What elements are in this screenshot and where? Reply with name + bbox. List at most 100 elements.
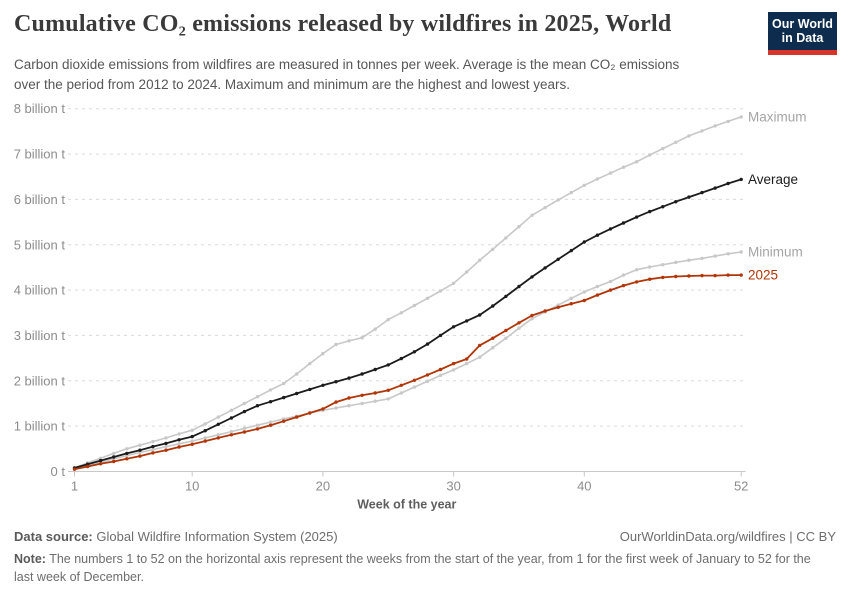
data-point [465,361,469,366]
series-minimum[interactable]: Minimum [72,245,803,471]
data-point [190,442,194,446]
data-point [451,361,456,366]
data-point [177,442,181,446]
data-point [242,409,247,414]
data-point [478,313,482,317]
data-source-label: Data source: [14,529,93,544]
data-point [360,393,364,397]
data-point [386,388,390,392]
data-point [595,233,600,237]
data-point [347,339,351,343]
data-point [308,361,312,366]
series-line-minimum[interactable] [74,251,742,470]
y-tick-label: 3 billion t [14,328,66,343]
data-point [582,290,586,294]
data-point [608,288,613,292]
data-point [569,302,573,306]
data-point [739,250,743,254]
data-point [661,146,665,151]
data-point [229,408,234,412]
data-point [582,298,586,303]
data-point [465,319,469,323]
data-point [478,355,482,359]
data-point [634,280,639,284]
owid-logo[interactable]: Our World in Data [768,12,837,55]
owid-logo-text: Our World in Data [772,17,833,46]
data-point [700,190,704,195]
data-point [621,221,626,225]
y-tick-label: 1 billion t [14,419,66,434]
data-point [242,426,247,431]
data-point [164,436,168,440]
data-source-value: Global Wildfire Information System (2025… [96,529,338,544]
data-point [216,422,220,426]
data-point [674,140,678,144]
data-point [295,372,299,376]
data-point [268,388,273,392]
data-point [451,368,456,372]
data-point [713,124,717,128]
data-point [229,429,234,434]
series-2025[interactable]: 2025 [72,268,778,471]
data-point [556,305,560,309]
data-point [595,284,600,289]
data-point [98,458,103,463]
data-point [648,265,652,269]
data-point [491,336,495,340]
series-label-average[interactable]: Average [748,172,798,187]
series-label-2025[interactable]: 2025 [748,268,778,283]
data-point [360,336,364,340]
data-point [282,395,286,400]
data-point [334,342,338,347]
data-point [425,373,430,377]
data-point [504,236,508,240]
attribution-link[interactable]: OurWorldinData.org/wildfires | CC BY [619,529,836,544]
data-point [504,294,508,299]
data-point [713,254,717,258]
data-point [321,383,325,387]
series-line-2025[interactable] [74,274,742,471]
series-average[interactable]: Average [72,172,798,470]
data-point [190,439,194,443]
data-point [125,451,129,456]
series-label-minimum[interactable]: Minimum [748,245,803,260]
data-point [216,433,220,437]
data-point [373,327,377,331]
data-point [621,273,626,277]
data-point [608,279,613,284]
series-line-maximum[interactable] [74,116,742,469]
data-point [373,399,377,403]
data-point [151,448,155,452]
data-point [661,205,665,209]
data-point [465,270,469,274]
data-point [661,275,665,280]
data-point [308,387,312,392]
data-point [255,427,260,431]
data-point [465,357,469,361]
data-point [726,252,730,256]
x-tick-label: 30 [446,479,460,494]
data-point [713,273,717,278]
series-line-average[interactable] [74,178,742,469]
data-point [138,443,142,447]
data-point [451,281,456,285]
data-point [569,190,573,195]
data-point [334,406,338,410]
series-maximum[interactable]: Maximum [72,109,807,470]
data-point [478,343,482,348]
data-point [177,438,181,442]
data-point [229,416,234,420]
data-point [138,454,142,458]
data-point [321,351,325,356]
series-label-maximum[interactable]: Maximum [748,109,807,124]
data-point [517,284,521,289]
data-point [268,400,273,404]
data-point [85,464,90,469]
data-point [295,415,299,419]
data-point [229,433,234,437]
data-point [268,420,273,424]
data-point [425,379,430,383]
data-point [634,215,639,219]
data-point [386,363,390,367]
